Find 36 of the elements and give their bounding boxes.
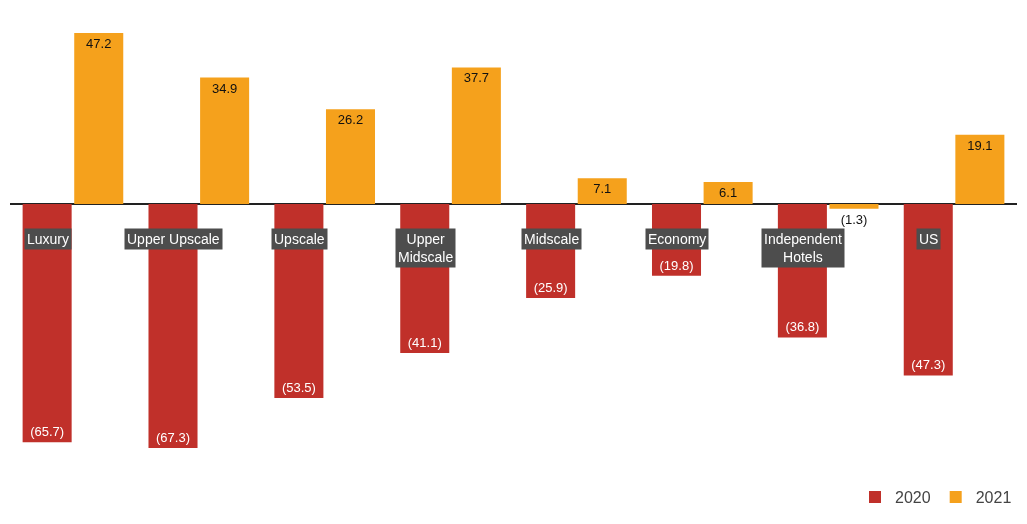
data-label: 47.2	[86, 36, 112, 52]
bar	[903, 204, 953, 376]
data-label: 19.1	[967, 137, 993, 153]
data-label: (47.3)	[911, 357, 946, 373]
bar	[829, 204, 879, 209]
bar	[577, 178, 627, 205]
data-label: 37.7	[463, 70, 490, 86]
bar	[22, 204, 72, 443]
x-tick-label: Upscale	[274, 231, 325, 247]
data-label: (19.8)	[659, 257, 694, 273]
data-label: (1.3)	[840, 211, 868, 227]
bar	[451, 67, 501, 205]
data-label: (65.7)	[30, 424, 65, 440]
legend-label: 2021	[975, 489, 1012, 507]
data-label: (67.3)	[156, 429, 190, 445]
data-label: (41.1)	[407, 335, 442, 351]
data-label: (25.9)	[533, 279, 568, 295]
bar	[703, 181, 753, 205]
data-label: (36.8)	[785, 319, 820, 335]
data-label: 26.2	[337, 112, 364, 128]
bar	[74, 33, 124, 205]
data-label: 34.9	[211, 80, 238, 96]
legend-label: 2020	[895, 489, 931, 507]
data-label: 7.1	[593, 181, 612, 197]
x-tick-label: Upper Upscale	[127, 231, 220, 247]
bar	[200, 77, 250, 205]
x-tick-label: Luxury	[27, 231, 70, 247]
bar	[955, 134, 1005, 205]
bar	[325, 109, 376, 205]
x-tick-label: Upper Midscale	[398, 231, 454, 266]
x-tick-label: Economy	[648, 231, 707, 247]
data-label: (53.5)	[281, 379, 316, 395]
data-label: 6.1	[719, 184, 738, 200]
x-tick-label: Independent Hotels	[764, 231, 842, 266]
x-tick-label: US	[919, 231, 939, 247]
x-tick-label: Midscale	[524, 231, 580, 247]
